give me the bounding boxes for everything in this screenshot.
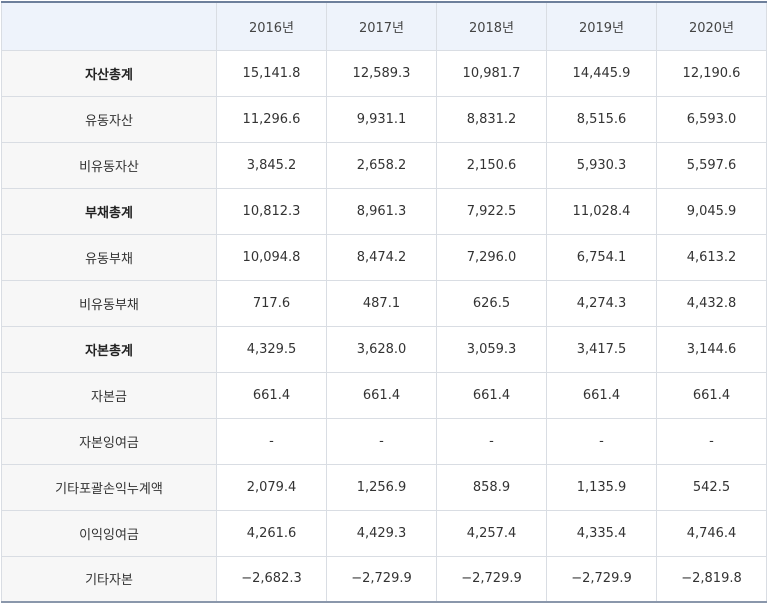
table-row-other-equity: 기타자본 −2,682.3 −2,729.9 −2,729.9 −2,729.9… <box>1 555 767 603</box>
row-label: 유동자산 <box>1 95 217 143</box>
table-row-total-liabilities: 부채총계 10,812.3 8,961.3 7,922.5 11,028.4 9… <box>1 187 767 235</box>
table-cell: 8,961.3 <box>326 187 437 235</box>
table-cell: - <box>656 417 767 465</box>
table-cell: 10,981.7 <box>436 49 547 97</box>
table-cell: 4,257.4 <box>436 509 547 557</box>
table-cell: 12,190.6 <box>656 49 767 97</box>
row-label: 자본잉여금 <box>1 417 217 465</box>
table-cell: 2,079.4 <box>216 463 327 511</box>
row-label: 유동부채 <box>1 233 217 281</box>
table-row-current-liabilities: 유동부채 10,094.8 8,474.2 7,296.0 6,754.1 4,… <box>1 233 767 281</box>
table-cell: 6,593.0 <box>656 95 767 143</box>
table-cell: 542.5 <box>656 463 767 511</box>
row-label: 자본총계 <box>1 325 217 373</box>
table-cell: 8,474.2 <box>326 233 437 281</box>
table-cell: 4,329.5 <box>216 325 327 373</box>
table-cell: - <box>546 417 657 465</box>
header-row: 2016년 2017년 2018년 2019년 2020년 <box>1 1 767 51</box>
table-cell: 11,028.4 <box>546 187 657 235</box>
table-cell: 12,589.3 <box>326 49 437 97</box>
header-year-2019: 2019년 <box>546 1 657 51</box>
table-cell: 661.4 <box>656 371 767 419</box>
table-cell: 5,930.3 <box>546 141 657 189</box>
table-row-retained-earnings: 이익잉여금 4,261.6 4,429.3 4,257.4 4,335.4 4,… <box>1 509 767 557</box>
table-cell: 717.6 <box>216 279 327 327</box>
table-cell: 4,746.4 <box>656 509 767 557</box>
table-cell: 4,261.6 <box>216 509 327 557</box>
table-cell: 3,417.5 <box>546 325 657 373</box>
table-row-total-equity: 자본총계 4,329.5 3,628.0 3,059.3 3,417.5 3,1… <box>1 325 767 373</box>
row-label: 기타포괄손익누계액 <box>1 463 217 511</box>
table-row-noncurrent-liabilities: 비유동부채 717.6 487.1 626.5 4,274.3 4,432.8 <box>1 279 767 327</box>
table-cell: 9,931.1 <box>326 95 437 143</box>
table-row-accumulated-oci: 기타포괄손익누계액 2,079.4 1,256.9 858.9 1,135.9 … <box>1 463 767 511</box>
table-cell: 2,150.6 <box>436 141 547 189</box>
table-cell: 661.4 <box>546 371 657 419</box>
header-year-2017: 2017년 <box>326 1 437 51</box>
table-cell: 5,597.6 <box>656 141 767 189</box>
table-cell: 6,754.1 <box>546 233 657 281</box>
row-label: 자산총계 <box>1 49 217 97</box>
row-label: 비유동자산 <box>1 141 217 189</box>
table-cell: 8,515.6 <box>546 95 657 143</box>
table-cell: 487.1 <box>326 279 437 327</box>
table-cell: - <box>216 417 327 465</box>
table-cell: 2,658.2 <box>326 141 437 189</box>
table-cell: - <box>326 417 437 465</box>
table-cell: 9,045.9 <box>656 187 767 235</box>
table-row-current-assets: 유동자산 11,296.6 9,931.1 8,831.2 8,515.6 6,… <box>1 95 767 143</box>
table-cell: 7,296.0 <box>436 233 547 281</box>
table-cell: 661.4 <box>326 371 437 419</box>
table-cell: −2,819.8 <box>656 555 767 603</box>
table-row-noncurrent-assets: 비유동자산 3,845.2 2,658.2 2,150.6 5,930.3 5,… <box>1 141 767 189</box>
table-cell: −2,729.9 <box>546 555 657 603</box>
header-year-2018: 2018년 <box>436 1 547 51</box>
table-row-capital-surplus: 자본잉여금 - - - - - <box>1 417 767 465</box>
table-cell: 4,432.8 <box>656 279 767 327</box>
table-cell: −2,729.9 <box>436 555 547 603</box>
table-cell: 661.4 <box>216 371 327 419</box>
table-cell: 3,144.6 <box>656 325 767 373</box>
table-cell: - <box>436 417 547 465</box>
row-label: 기타자본 <box>1 555 217 603</box>
table-cell: 4,429.3 <box>326 509 437 557</box>
table-cell: 3,059.3 <box>436 325 547 373</box>
table-cell: 4,335.4 <box>546 509 657 557</box>
table-cell: −2,682.3 <box>216 555 327 603</box>
table-cell: −2,729.9 <box>326 555 437 603</box>
table-cell: 7,922.5 <box>436 187 547 235</box>
header-year-2016: 2016년 <box>216 1 327 51</box>
row-label: 비유동부채 <box>1 279 217 327</box>
table-cell: 858.9 <box>436 463 547 511</box>
table-cell: 14,445.9 <box>546 49 657 97</box>
table-cell: 15,141.8 <box>216 49 327 97</box>
table-cell: 1,256.9 <box>326 463 437 511</box>
table-cell: 626.5 <box>436 279 547 327</box>
table-row-capital-stock: 자본금 661.4 661.4 661.4 661.4 661.4 <box>1 371 767 419</box>
row-label: 자본금 <box>1 371 217 419</box>
header-corner-cell <box>1 1 217 51</box>
table-cell: 11,296.6 <box>216 95 327 143</box>
table-cell: 4,613.2 <box>656 233 767 281</box>
table-row-total-assets: 자산총계 15,141.8 12,589.3 10,981.7 14,445.9… <box>1 49 767 97</box>
table-cell: 661.4 <box>436 371 547 419</box>
table-cell: 10,094.8 <box>216 233 327 281</box>
header-year-2020: 2020년 <box>656 1 767 51</box>
table-cell: 1,135.9 <box>546 463 657 511</box>
table-cell: 3,628.0 <box>326 325 437 373</box>
row-label: 이익잉여금 <box>1 509 217 557</box>
table-cell: 3,845.2 <box>216 141 327 189</box>
row-label: 부채총계 <box>1 187 217 235</box>
table-cell: 8,831.2 <box>436 95 547 143</box>
table-cell: 10,812.3 <box>216 187 327 235</box>
table-cell: 4,274.3 <box>546 279 657 327</box>
